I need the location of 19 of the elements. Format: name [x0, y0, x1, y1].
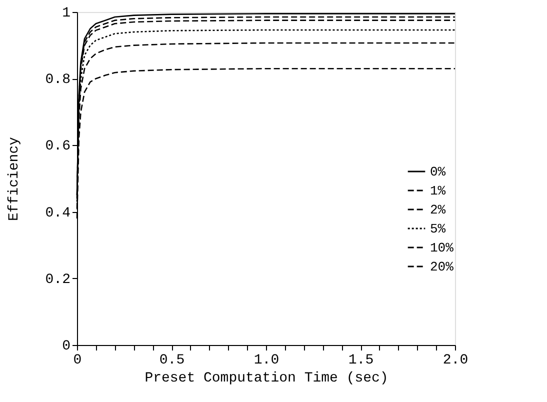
x-tick-label: 1.5: [348, 352, 374, 368]
legend-label: 0%: [430, 164, 446, 180]
y-tick-label: 0.8: [45, 72, 70, 88]
legend-label: 20%: [430, 260, 454, 274]
x-tick-label: 0: [73, 352, 82, 368]
x-axis-title: Preset Computation Time (sec): [144, 370, 388, 386]
y-tick-label: 0: [62, 338, 70, 354]
x-tick-label: 0.5: [159, 352, 185, 368]
x-tick-label: 1.0: [254, 352, 280, 368]
legend-label: 10%: [430, 240, 454, 256]
y-tick-label: 0.6: [45, 138, 70, 155]
y-axis-title: Efficiency: [6, 136, 22, 222]
legend-label: 1%: [430, 184, 446, 198]
y-tick-label: 0.2: [45, 272, 70, 288]
y-tick-label: 0.4: [45, 205, 70, 222]
legend-label: 2%: [430, 202, 446, 218]
y-tick-label: 1: [62, 6, 70, 22]
x-tick-label: 2.0: [442, 352, 468, 368]
legend-label: 5%: [430, 222, 446, 236]
